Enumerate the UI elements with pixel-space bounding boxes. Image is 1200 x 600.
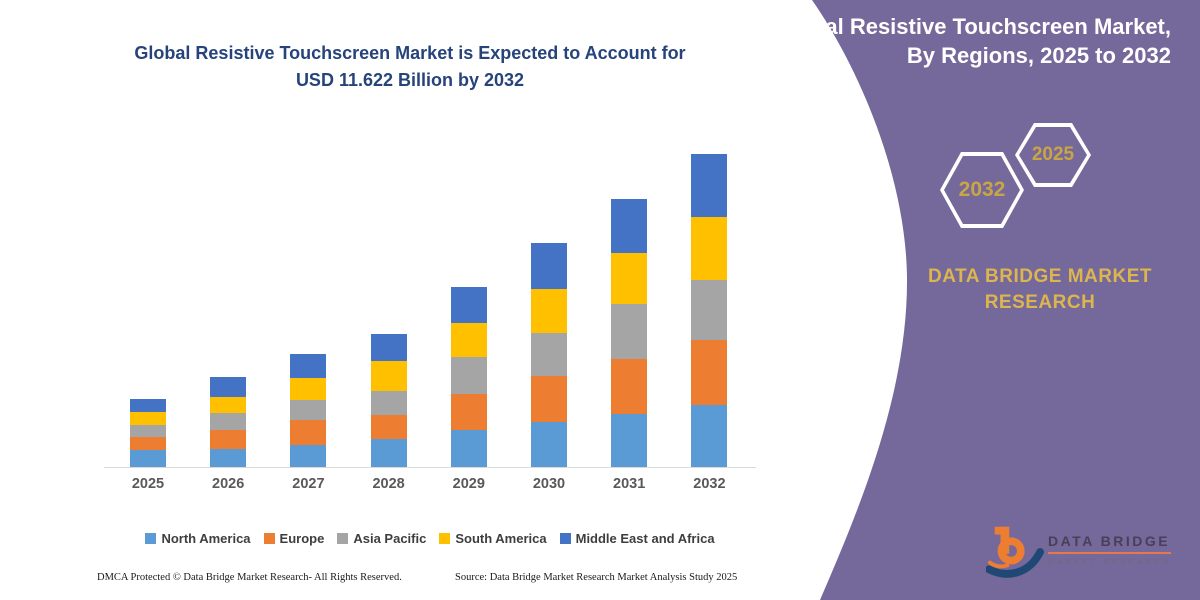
legend-swatch-north-america xyxy=(145,533,157,544)
bar-segment-europe-2025 xyxy=(130,437,166,450)
x-axis-label-2026: 2026 xyxy=(212,476,245,492)
legend-item-south-america: South America xyxy=(439,531,547,546)
x-axis-label-2027: 2027 xyxy=(292,476,325,492)
footer-source-text: Source: Data Bridge Market Research Mark… xyxy=(455,572,738,583)
x-axis-label-2031: 2031 xyxy=(613,476,646,492)
bar-segment-south-america-2025 xyxy=(130,412,166,425)
side-panel-title: Global Resistive Touchscreen Market, By … xyxy=(751,12,1171,70)
bar-segment-europe-2030 xyxy=(531,376,567,422)
bar-segment-middle-east-and-africa-2026 xyxy=(210,377,247,397)
legend-label-europe: Europe xyxy=(279,531,325,546)
bar-segment-asia-pacific-2029 xyxy=(450,357,487,394)
bar-segment-europe-2032 xyxy=(691,340,728,405)
x-axis-line xyxy=(104,467,756,468)
bar-segment-south-america-2032 xyxy=(691,217,728,280)
legend-item-asia-pacific: Asia Pacific xyxy=(337,531,426,546)
hexagon-year-label: 2025 xyxy=(1031,144,1075,165)
legend-swatch-south-america xyxy=(439,533,451,544)
legend-swatch-europe xyxy=(263,533,275,544)
bar-segment-europe-2028 xyxy=(370,415,407,439)
x-axis-label-2032: 2032 xyxy=(693,476,726,492)
bar-segment-middle-east-and-africa-2027 xyxy=(290,354,327,378)
bar-segment-europe-2027 xyxy=(290,420,327,445)
bar-segment-asia-pacific-2025 xyxy=(130,425,166,437)
x-axis-label-2030: 2030 xyxy=(532,476,566,492)
bar-segment-south-america-2027 xyxy=(290,378,327,400)
bar-segment-middle-east-and-africa-2029 xyxy=(450,287,487,323)
data-bridge-b-icon xyxy=(986,526,1044,578)
bar-segment-north-america-2028 xyxy=(370,439,407,467)
bar-segment-asia-pacific-2027 xyxy=(290,400,327,420)
legend-label-middle-east-and-africa: Middle East and Africa xyxy=(575,531,715,546)
bar-segment-asia-pacific-2031 xyxy=(611,304,648,359)
bar-segment-middle-east-and-africa-2028 xyxy=(370,334,407,361)
legend-item-middle-east-and-africa: Middle East and Africa xyxy=(559,531,715,546)
bar-segment-south-america-2029 xyxy=(450,323,487,357)
legend-label-south-america: South America xyxy=(455,531,547,546)
hexagon-badge-2025: 2025 xyxy=(1015,123,1091,187)
bar-segment-north-america-2027 xyxy=(290,445,327,467)
hexagon-badge-2032: 2032 xyxy=(940,152,1024,228)
footer-copyright-text: DMCA Protected © Data Bridge Market Rese… xyxy=(97,572,402,583)
bar-segment-south-america-2030 xyxy=(531,289,567,333)
chart-title-line2: USD 11.622 Billion by 2032 xyxy=(295,70,525,90)
bar-segment-middle-east-and-africa-2030 xyxy=(531,243,567,289)
bar-segment-south-america-2031 xyxy=(611,253,648,304)
logo-name-text: DATA BRIDGE xyxy=(1048,533,1171,554)
legend-swatch-middle-east-and-africa xyxy=(559,533,571,544)
brand-name-line2: RESEARCH xyxy=(984,292,1096,313)
bar-segment-middle-east-and-africa-2032 xyxy=(691,154,728,217)
hexagon-year-label: 2032 xyxy=(958,178,1006,201)
bar-segment-south-america-2026 xyxy=(210,397,247,413)
bar-segment-north-america-2032 xyxy=(691,405,728,467)
bar-segment-europe-2029 xyxy=(450,394,487,430)
bar-segment-north-america-2025 xyxy=(130,450,166,467)
bar-segment-asia-pacific-2026 xyxy=(210,413,247,430)
x-axis-label-2029: 2029 xyxy=(452,476,485,492)
stacked-bar-plot-area: 2025 2026 2027 2028 2029 2030 2031 2032 xyxy=(100,140,760,505)
legend-swatch-asia-pacific xyxy=(337,533,349,544)
legend-label-asia-pacific: Asia Pacific xyxy=(353,531,427,546)
bar-segment-middle-east-and-africa-2025 xyxy=(130,399,166,412)
bar-segment-south-america-2028 xyxy=(370,361,407,391)
x-axis-label-2028: 2028 xyxy=(372,476,405,492)
bar-segment-asia-pacific-2028 xyxy=(370,391,407,415)
chart-title-line1: Global Resistive Touchscreen Market is E… xyxy=(134,43,686,63)
bar-segment-europe-2026 xyxy=(210,430,247,449)
chart-title: Global Resistive Touchscreen Market is E… xyxy=(90,40,730,94)
logo-subtitle-text: MARKET RESEARCH xyxy=(1048,557,1171,566)
legend-label-north-america: North America xyxy=(161,531,251,546)
data-bridge-logo: DATA BRIDGE MARKET RESEARCH xyxy=(986,521,1176,583)
side-panel-title-line1: Global Resistive Touchscreen Market, xyxy=(775,14,1171,39)
legend-item-north-america: North America xyxy=(145,531,251,546)
brand-name-line1: DATA BRIDGE MARKET xyxy=(928,266,1152,287)
bar-segment-north-america-2030 xyxy=(531,422,567,467)
bar-segment-north-america-2031 xyxy=(611,414,648,467)
chart-legend: North America Europe Asia Pacific South Ame… xyxy=(100,531,760,546)
bar-segment-asia-pacific-2032 xyxy=(691,280,728,340)
bar-segment-north-america-2026 xyxy=(210,449,247,467)
side-panel-title-line2: By Regions, 2025 to 2032 xyxy=(906,43,1171,68)
brand-name-text: DATA BRIDGE MARKET RESEARCH xyxy=(910,264,1170,316)
x-axis-label-2025: 2025 xyxy=(131,476,165,492)
bar-segment-north-america-2029 xyxy=(450,430,487,467)
bar-segment-europe-2031 xyxy=(611,359,648,414)
logo-wordmark: DATA BRIDGE MARKET RESEARCH xyxy=(1048,533,1171,566)
legend-item-europe: Europe xyxy=(263,531,325,546)
bar-segment-middle-east-and-africa-2031 xyxy=(611,199,648,253)
bar-segment-asia-pacific-2030 xyxy=(531,333,567,376)
